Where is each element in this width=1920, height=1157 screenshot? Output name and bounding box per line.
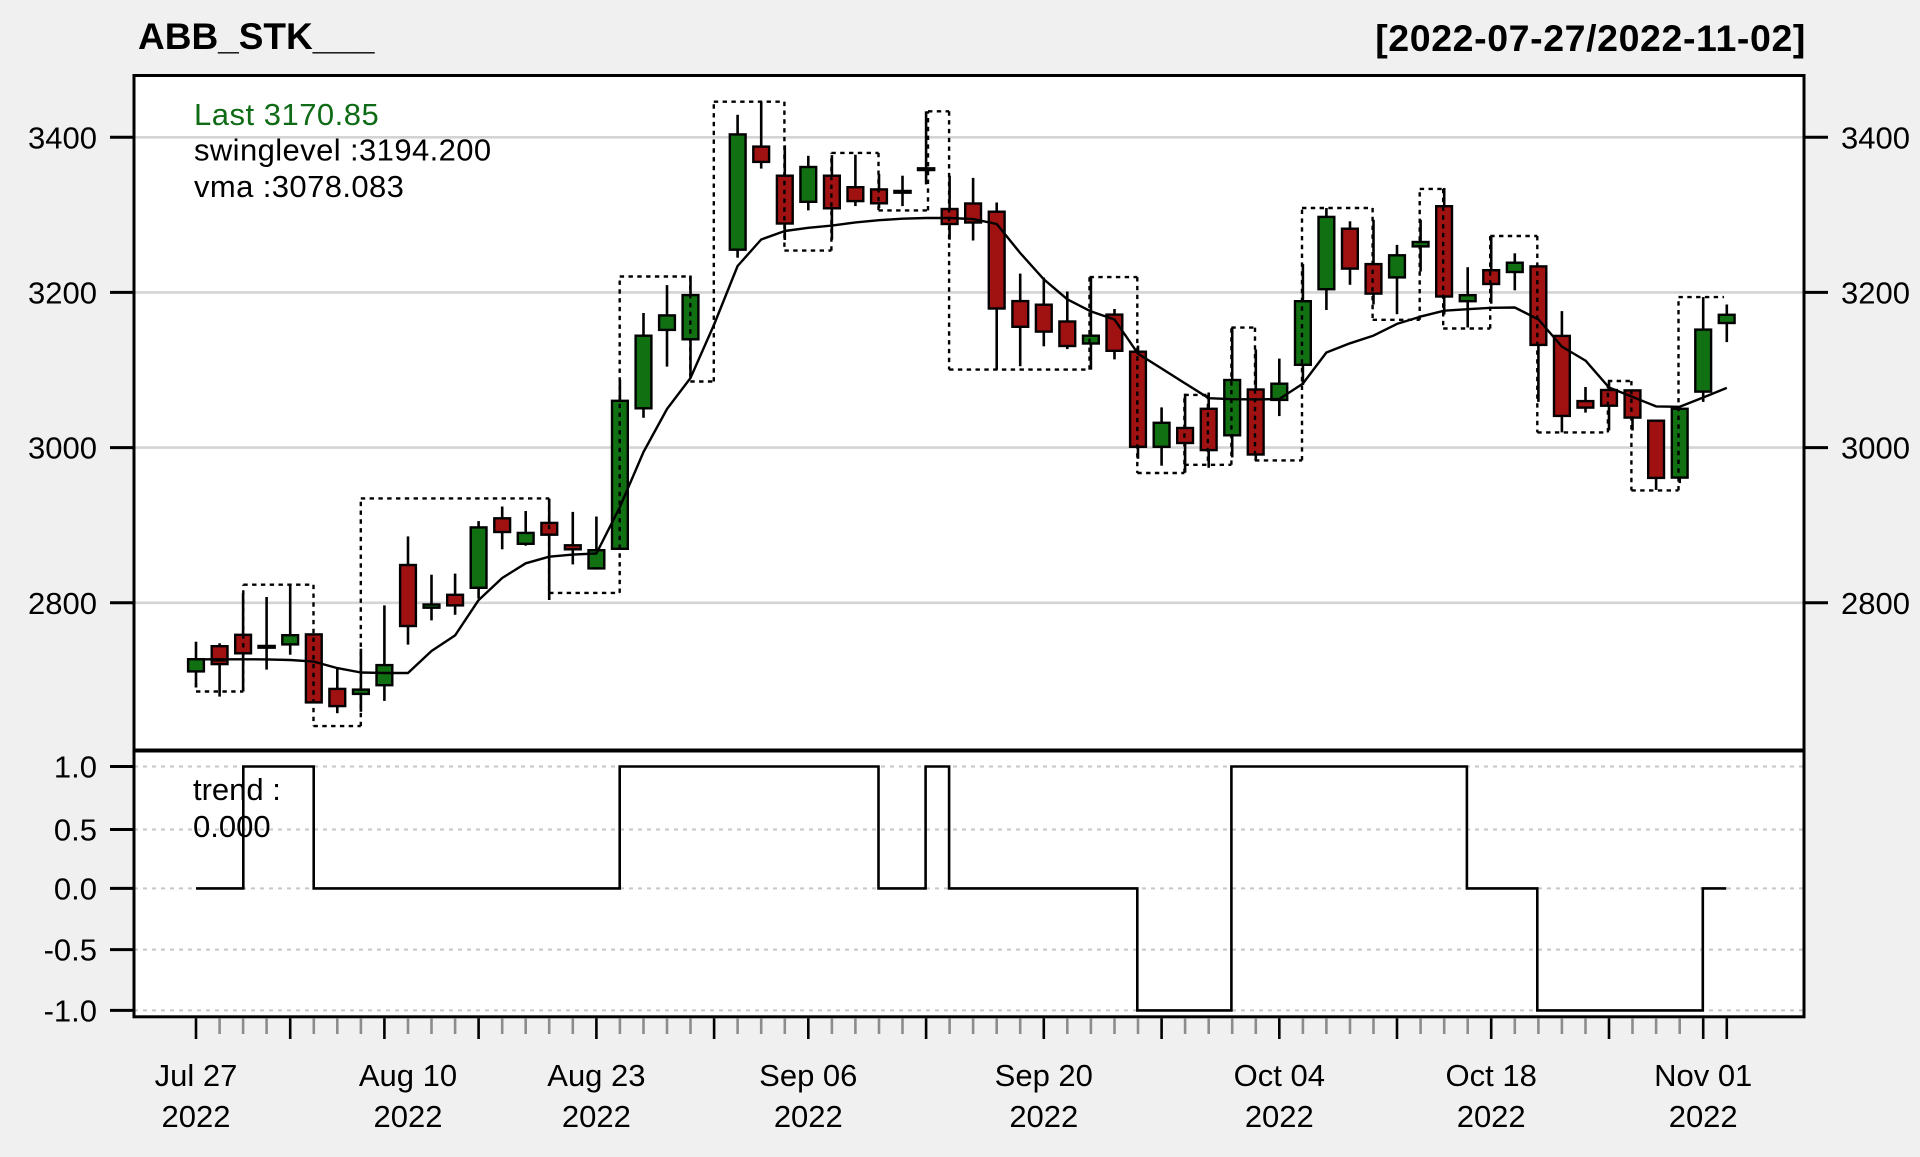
svg-text:vma :3078.083: vma :3078.083 — [194, 169, 404, 204]
svg-text:2022: 2022 — [374, 1099, 443, 1134]
svg-text:Sep 20: Sep 20 — [995, 1058, 1093, 1093]
svg-text:3400: 3400 — [28, 120, 97, 155]
svg-text:swinglevel :3194.200: swinglevel :3194.200 — [194, 133, 492, 168]
svg-text:2022: 2022 — [562, 1099, 631, 1134]
svg-text:Nov 01: Nov 01 — [1654, 1058, 1752, 1093]
svg-text:Aug 10: Aug 10 — [359, 1058, 457, 1093]
svg-text:2022: 2022 — [1009, 1099, 1078, 1134]
svg-text:Aug 23: Aug 23 — [547, 1058, 645, 1093]
svg-text:ABB_STK___: ABB_STK___ — [138, 16, 375, 57]
svg-text:Oct 04: Oct 04 — [1234, 1058, 1325, 1093]
svg-text:3000: 3000 — [1841, 431, 1910, 466]
svg-text:3000: 3000 — [28, 431, 97, 466]
svg-text:trend :: trend : — [193, 772, 281, 807]
svg-text:3200: 3200 — [1841, 275, 1910, 310]
svg-text:2022: 2022 — [774, 1099, 843, 1134]
svg-text:0.0: 0.0 — [54, 871, 97, 906]
svg-text:Oct 18: Oct 18 — [1446, 1058, 1537, 1093]
svg-text:0.000: 0.000 — [193, 809, 271, 844]
svg-text:Last 3170.85: Last 3170.85 — [194, 97, 379, 132]
svg-text:Jul 27: Jul 27 — [155, 1058, 238, 1093]
svg-text:-0.5: -0.5 — [44, 933, 97, 968]
svg-text:[2022-07-27/2022-11-02]: [2022-07-27/2022-11-02] — [1375, 17, 1806, 59]
svg-text:-1.0: -1.0 — [44, 993, 97, 1028]
svg-text:2022: 2022 — [1669, 1099, 1738, 1134]
svg-text:3400: 3400 — [1841, 120, 1910, 155]
svg-text:3200: 3200 — [28, 275, 97, 310]
svg-text:2022: 2022 — [162, 1099, 231, 1134]
svg-text:0.5: 0.5 — [54, 813, 97, 848]
svg-text:Sep 06: Sep 06 — [759, 1058, 857, 1093]
svg-text:2800: 2800 — [1841, 586, 1910, 621]
svg-text:2022: 2022 — [1245, 1099, 1314, 1134]
svg-text:2800: 2800 — [28, 586, 97, 621]
svg-text:1.0: 1.0 — [54, 750, 97, 785]
svg-text:2022: 2022 — [1457, 1099, 1526, 1134]
